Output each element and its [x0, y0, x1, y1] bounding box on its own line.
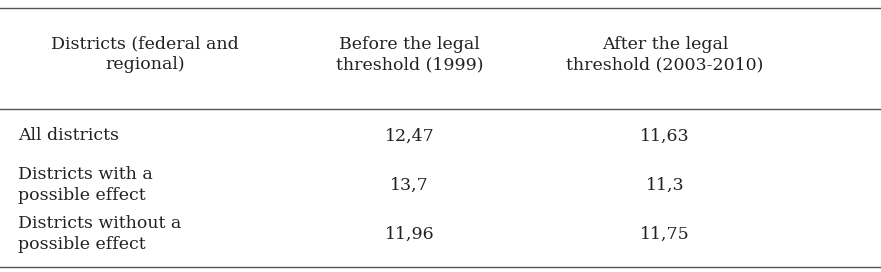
Text: All districts: All districts	[18, 128, 119, 144]
Text: Before the legal
threshold (1999): Before the legal threshold (1999)	[336, 36, 484, 73]
Text: Districts without a
possible effect: Districts without a possible effect	[18, 215, 181, 252]
Text: 11,63: 11,63	[640, 128, 690, 144]
Text: Districts with a
possible effect: Districts with a possible effect	[18, 166, 152, 203]
Text: 11,75: 11,75	[640, 225, 690, 242]
Text: 11,96: 11,96	[385, 225, 434, 242]
Text: After the legal
threshold (2003-2010): After the legal threshold (2003-2010)	[566, 36, 764, 73]
Text: 12,47: 12,47	[385, 128, 434, 144]
Text: 13,7: 13,7	[390, 177, 429, 193]
Text: 11,3: 11,3	[646, 177, 685, 193]
Text: Districts (federal and
regional): Districts (federal and regional)	[51, 36, 240, 73]
